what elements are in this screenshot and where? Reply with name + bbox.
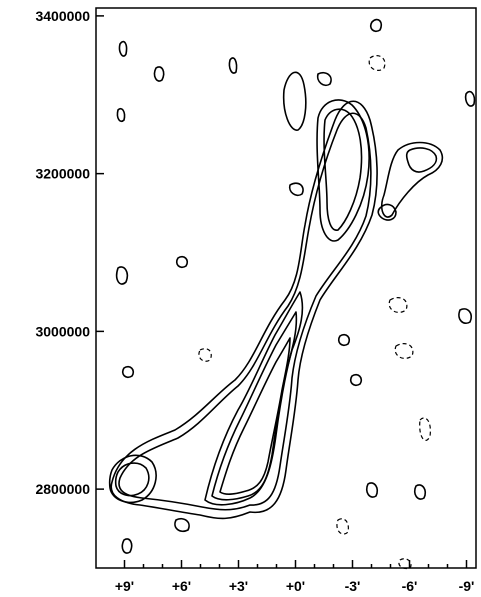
contour-blob-18 (349, 373, 363, 387)
contour-lowerleft-2 (114, 462, 150, 497)
contour-knot-2 (405, 147, 438, 173)
contour-dashed-3 (394, 343, 414, 359)
y-tick-label: 3400000 (35, 8, 90, 24)
contour-blob-13 (365, 482, 379, 498)
x-tick-label: +6' (172, 578, 191, 594)
contour-blob-5 (316, 71, 332, 87)
contour-blob-4 (228, 57, 238, 74)
contour-main-4 (211, 311, 298, 501)
x-tick-label: -3' (345, 578, 361, 594)
x-tick-label: +9' (115, 578, 134, 594)
contour-blob-1 (118, 40, 128, 57)
contour-lowerleft-1 (108, 454, 157, 504)
contour-blob-11 (174, 517, 190, 533)
contour-blob-12 (121, 538, 133, 554)
contour-dashed-5 (198, 348, 212, 362)
contour-main-2 (118, 112, 372, 511)
contour-set (108, 18, 476, 570)
contour-dashed-4 (419, 417, 431, 441)
contour-dashed-1 (368, 55, 386, 71)
contour-blob-15 (369, 18, 383, 33)
contour-upper-3 (282, 71, 307, 131)
contour-blob-3 (116, 107, 126, 123)
y-tick-label: 3200000 (35, 166, 90, 182)
x-tick-label: +0' (286, 578, 305, 594)
x-tick-label: -6' (402, 578, 418, 594)
contour-knot-1 (380, 141, 444, 218)
contour-knot-3 (377, 203, 397, 221)
y-tick-label: 2800000 (35, 481, 90, 497)
contour-main-5 (219, 337, 291, 496)
x-tick-label: +3' (229, 578, 248, 594)
contour-blob-16 (464, 90, 476, 107)
y-tick-label: 3000000 (35, 323, 90, 339)
contour-dashed-7 (398, 558, 412, 570)
y-axis: 3400000 3200000 3000000 2800000 (35, 8, 104, 497)
contour-blob-14 (413, 484, 427, 500)
contour-main-1 (110, 100, 378, 520)
contour-upper-1 (316, 99, 370, 242)
plot-frame (95, 7, 477, 569)
x-tick-label: -9' (459, 578, 475, 594)
contour-main-3 (204, 291, 304, 506)
contour-blob-10 (121, 365, 135, 379)
contour-blob-9 (458, 308, 473, 325)
x-axis: +9' +6' +3' +0' -3' -6' -9' (115, 560, 475, 594)
contour-blob-17 (337, 333, 351, 347)
contour-upper-2 (323, 108, 363, 231)
contour-blob-7 (175, 255, 189, 269)
contour-dashed-6 (336, 518, 349, 535)
contour-blob-2 (153, 66, 165, 82)
contour-blob-6 (288, 182, 304, 197)
contour-dashed-2 (388, 297, 408, 313)
contour-blob-8 (115, 266, 129, 285)
